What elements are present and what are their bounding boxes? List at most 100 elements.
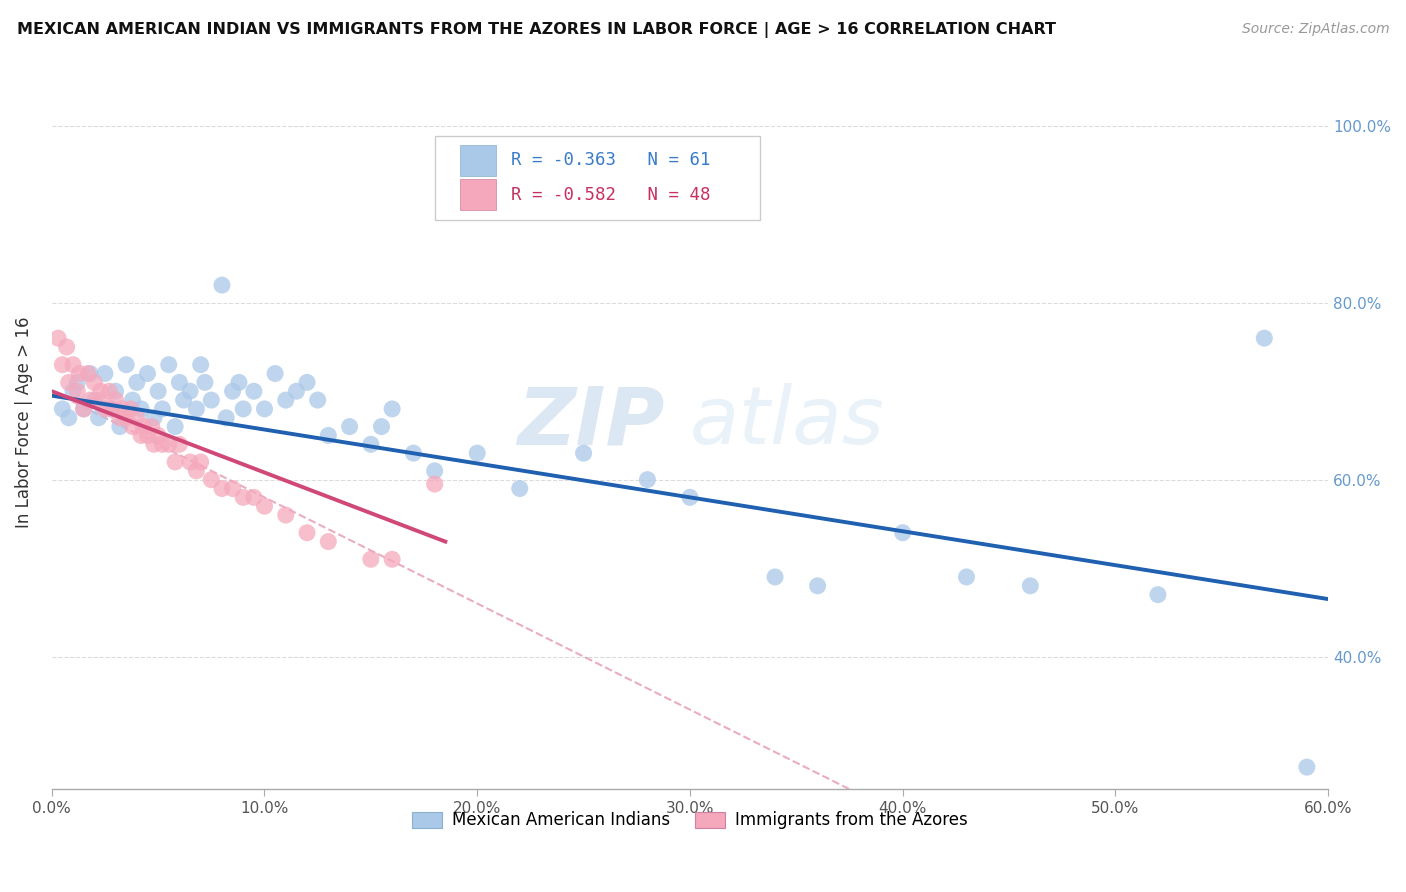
FancyBboxPatch shape (434, 136, 761, 220)
Point (572, 446, 595, 460)
Point (806, 579, 828, 593)
Point (211, 278, 233, 293)
Point (509, 482, 531, 496)
Point (90, 384, 112, 399)
Point (186, 401, 208, 416)
Point (360, 437, 382, 451)
Point (295, 525, 318, 540)
Point (316, 428, 339, 442)
Point (211, 482, 233, 496)
Point (150, 401, 173, 416)
Point (129, 401, 152, 416)
Point (264, 367, 287, 381)
Legend: Mexican American Indians, Immigrants from the Azores: Mexican American Indians, Immigrants fro… (405, 805, 974, 836)
Text: R = -0.582   N = 48: R = -0.582 N = 48 (512, 186, 711, 203)
Point (1253, 331, 1275, 345)
Point (51, 401, 73, 416)
Point (165, 455, 187, 469)
Point (274, 508, 297, 522)
Point (423, 464, 446, 478)
Point (115, 410, 138, 425)
Point (243, 384, 266, 399)
Point (108, 410, 131, 425)
Point (58, 376, 80, 390)
Point (115, 358, 138, 372)
Point (87, 393, 110, 408)
Point (295, 376, 318, 390)
Point (1019, 579, 1042, 593)
Point (157, 437, 180, 451)
Point (142, 437, 165, 451)
Point (120, 401, 142, 416)
Point (955, 570, 977, 584)
Point (232, 401, 254, 416)
Text: MEXICAN AMERICAN INDIAN VS IMMIGRANTS FROM THE AZORES IN LABOR FORCE | AGE > 16 : MEXICAN AMERICAN INDIAN VS IMMIGRANTS FR… (17, 22, 1056, 38)
Point (200, 473, 222, 487)
Point (636, 473, 658, 487)
Point (1147, 588, 1170, 602)
Text: atlas: atlas (690, 384, 884, 461)
Point (186, 464, 208, 478)
Point (228, 376, 250, 390)
Point (104, 384, 127, 399)
Point (370, 419, 392, 434)
Point (73, 401, 96, 416)
Point (62, 384, 84, 399)
Point (58, 410, 80, 425)
Point (339, 419, 361, 434)
Point (66, 376, 89, 390)
Point (215, 410, 238, 425)
Point (79, 393, 101, 408)
Point (98, 384, 121, 399)
Point (100, 401, 122, 416)
Point (285, 384, 308, 399)
Point (381, 401, 404, 416)
Point (125, 410, 148, 425)
Point (243, 491, 266, 505)
Point (232, 491, 254, 505)
Point (274, 393, 297, 408)
Point (77, 367, 100, 381)
Point (253, 401, 276, 416)
Point (891, 525, 914, 540)
Point (66, 384, 89, 399)
Point (67, 367, 90, 381)
Point (200, 393, 222, 408)
Point (253, 499, 276, 513)
Point (136, 367, 159, 381)
Point (111, 401, 134, 416)
Point (87, 410, 110, 425)
Point (121, 393, 143, 408)
Point (169, 437, 191, 451)
Point (179, 384, 201, 399)
Point (307, 393, 329, 408)
Y-axis label: In Labor Force | Age > 16: In Labor Force | Age > 16 (15, 317, 32, 528)
Point (146, 384, 169, 399)
Point (316, 534, 339, 549)
Point (141, 419, 163, 434)
Point (132, 419, 155, 434)
Point (179, 455, 201, 469)
Point (129, 428, 152, 442)
Text: Source: ZipAtlas.com: Source: ZipAtlas.com (1241, 22, 1389, 37)
Point (221, 384, 243, 399)
Point (402, 446, 425, 460)
Point (157, 358, 180, 372)
Point (165, 419, 187, 434)
Point (125, 376, 148, 390)
Point (423, 477, 446, 491)
Point (465, 446, 488, 460)
Text: ZIP: ZIP (517, 384, 665, 461)
Point (1295, 760, 1317, 774)
Point (46, 331, 69, 345)
Point (136, 428, 159, 442)
FancyBboxPatch shape (460, 145, 496, 176)
Point (83, 393, 105, 408)
Point (142, 410, 165, 425)
Point (221, 482, 243, 496)
Point (62, 358, 84, 372)
Point (146, 428, 169, 442)
Point (94, 367, 117, 381)
Point (73, 401, 96, 416)
Point (763, 570, 786, 584)
